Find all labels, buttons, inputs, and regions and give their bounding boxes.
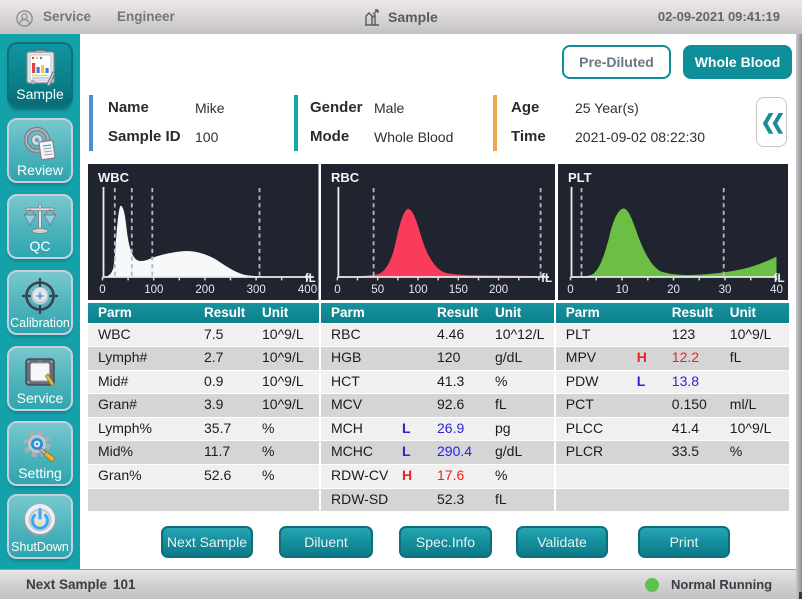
svg-text:0: 0 bbox=[567, 284, 573, 296]
svg-text:0: 0 bbox=[99, 284, 105, 296]
svg-text:300: 300 bbox=[247, 284, 266, 296]
svg-text:PLT: PLT bbox=[568, 170, 592, 185]
svg-text:fL: fL bbox=[305, 273, 316, 285]
svg-text:WBC: WBC bbox=[98, 170, 130, 185]
svg-text:100: 100 bbox=[144, 284, 163, 296]
svg-text:200: 200 bbox=[489, 284, 508, 296]
svg-text:150: 150 bbox=[449, 284, 468, 296]
svg-text:10: 10 bbox=[615, 284, 628, 296]
svg-text:400: 400 bbox=[298, 284, 317, 296]
svg-text:fL: fL bbox=[773, 273, 784, 285]
svg-text:fL: fL bbox=[541, 273, 552, 285]
svg-text:0: 0 bbox=[334, 284, 340, 296]
svg-text:100: 100 bbox=[408, 284, 427, 296]
svg-text:40: 40 bbox=[770, 284, 783, 296]
svg-text:RBC: RBC bbox=[331, 170, 360, 185]
svg-text:20: 20 bbox=[667, 284, 680, 296]
svg-text:50: 50 bbox=[371, 284, 384, 296]
svg-text:30: 30 bbox=[718, 284, 731, 296]
svg-text:200: 200 bbox=[195, 284, 214, 296]
